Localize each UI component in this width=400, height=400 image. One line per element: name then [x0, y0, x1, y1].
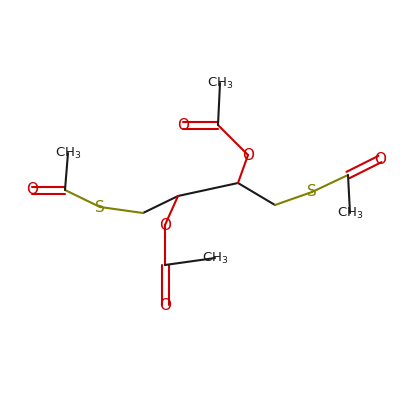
Text: O: O	[159, 218, 171, 232]
Text: CH$_3$: CH$_3$	[55, 146, 81, 160]
Text: O: O	[177, 118, 189, 132]
Text: CH$_3$: CH$_3$	[202, 250, 228, 266]
Text: O: O	[26, 182, 38, 198]
Text: O: O	[159, 298, 171, 312]
Text: CH$_3$: CH$_3$	[207, 76, 233, 90]
Text: CH$_3$: CH$_3$	[337, 206, 363, 220]
Text: S: S	[95, 200, 105, 214]
Text: O: O	[374, 152, 386, 166]
Text: S: S	[307, 184, 317, 200]
Text: O: O	[242, 148, 254, 162]
